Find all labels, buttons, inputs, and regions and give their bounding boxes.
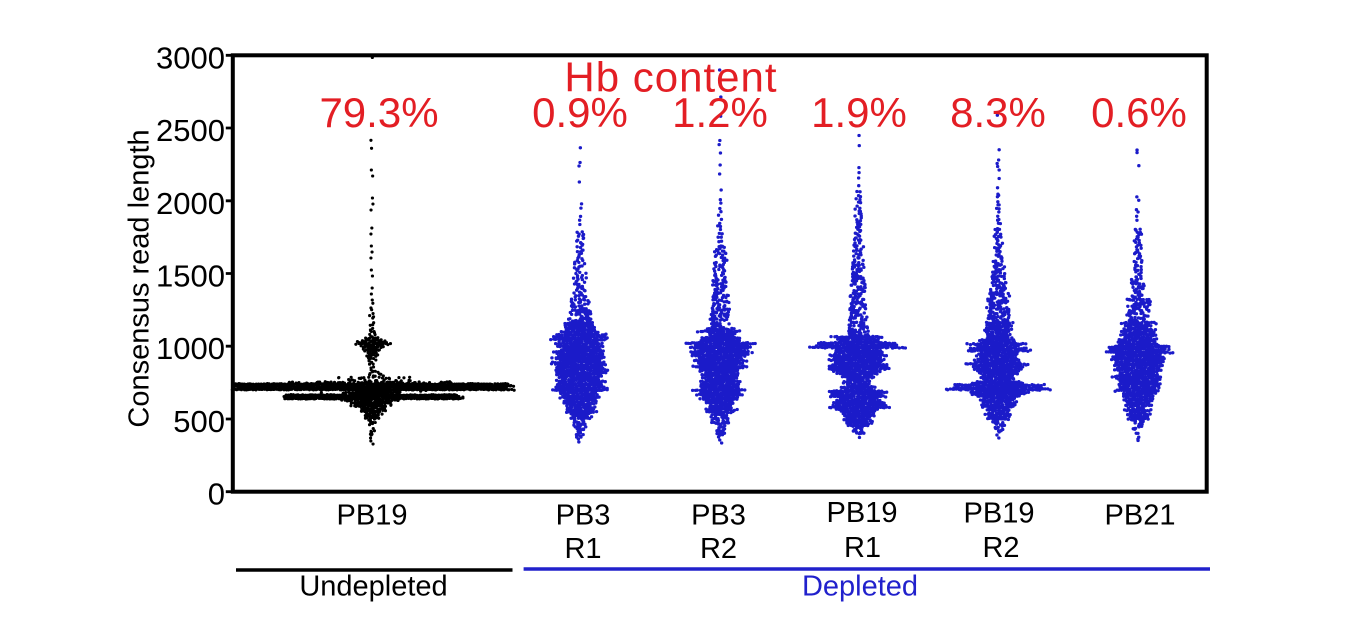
svg-text:0.6%: 0.6% (1091, 89, 1187, 136)
svg-text:PB21: PB21 (1105, 500, 1176, 532)
svg-text:Consensus read length: Consensus read length (124, 129, 156, 427)
svg-text:R2: R2 (700, 533, 737, 565)
svg-text:79.3%: 79.3% (319, 89, 438, 136)
svg-text:R1: R1 (564, 533, 601, 565)
svg-text:8.3%: 8.3% (950, 89, 1046, 136)
svg-text:500: 500 (173, 404, 225, 439)
svg-text:2500: 2500 (156, 113, 225, 148)
svg-text:PB19: PB19 (964, 497, 1035, 529)
svg-text:Undepleted: Undepleted (299, 571, 447, 603)
svg-text:0: 0 (208, 477, 225, 512)
svg-text:PB3: PB3 (691, 500, 746, 532)
svg-text:3000: 3000 (156, 40, 225, 75)
svg-text:PB19: PB19 (827, 497, 898, 529)
svg-text:R1: R1 (844, 532, 881, 564)
svg-text:1000: 1000 (156, 331, 225, 366)
svg-text:1.2%: 1.2% (672, 89, 768, 136)
svg-text:Hb content: Hb content (564, 54, 777, 101)
svg-text:PB3: PB3 (556, 500, 611, 532)
svg-text:R2: R2 (982, 532, 1019, 564)
svg-text:1500: 1500 (156, 259, 225, 294)
svg-text:0.9%: 0.9% (532, 89, 628, 136)
svg-text:Depleted: Depleted (802, 571, 918, 603)
svg-text:1.9%: 1.9% (811, 89, 907, 136)
svg-text:PB19: PB19 (337, 500, 408, 532)
svg-text:2000: 2000 (156, 186, 225, 221)
